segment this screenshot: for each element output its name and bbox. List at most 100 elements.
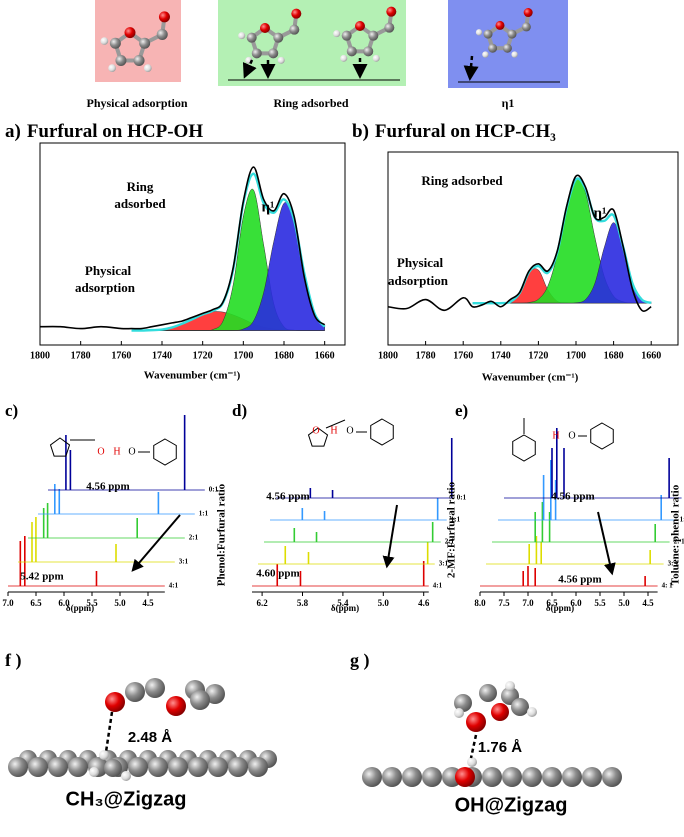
x-tick-label: 8.0 bbox=[474, 598, 486, 608]
atom bbox=[527, 707, 537, 717]
atom bbox=[483, 29, 493, 39]
annotation: adsorption bbox=[75, 280, 136, 295]
atom-label: H bbox=[552, 430, 559, 441]
x-tick-label: 4.5 bbox=[642, 598, 654, 608]
atom bbox=[121, 771, 131, 781]
x-tick-label: 7.0 bbox=[2, 598, 14, 608]
atom bbox=[384, 22, 395, 33]
panel-label: d) bbox=[232, 401, 247, 420]
row-label: 2:1 bbox=[445, 538, 455, 546]
atom bbox=[422, 767, 442, 787]
row-label: 4: 1 bbox=[662, 582, 674, 590]
chart-title: b) Furfural on HCP-CH₃ bbox=[352, 121, 556, 142]
atom bbox=[482, 51, 489, 58]
atom bbox=[355, 21, 365, 31]
atom bbox=[402, 767, 422, 787]
atom bbox=[133, 54, 145, 66]
atom bbox=[291, 8, 302, 19]
bond-line bbox=[242, 59, 257, 79]
atom bbox=[523, 8, 533, 18]
atom bbox=[105, 692, 125, 712]
x-tick-label: 5.5 bbox=[594, 598, 606, 608]
bond-line bbox=[469, 734, 478, 759]
ring bbox=[512, 434, 536, 462]
atom bbox=[205, 684, 225, 704]
atom bbox=[89, 767, 99, 777]
annotation: 4.56 ppm bbox=[266, 491, 309, 503]
atom bbox=[522, 767, 542, 787]
atom bbox=[99, 750, 109, 760]
atom bbox=[48, 757, 68, 777]
x-axis-title: Wavenumber (cm⁻¹) bbox=[144, 370, 241, 382]
atom bbox=[109, 37, 121, 49]
atom bbox=[8, 757, 28, 777]
ring bbox=[49, 437, 71, 457]
atom bbox=[148, 757, 168, 777]
atom-label: O bbox=[97, 446, 104, 457]
x-tick-label: 1660 bbox=[641, 350, 661, 361]
annotation: adsorbed bbox=[114, 196, 166, 211]
ring bbox=[153, 438, 177, 466]
x-tick-label: 1680 bbox=[604, 350, 624, 361]
distance-label: 1.76 Å bbox=[478, 739, 522, 756]
atom bbox=[268, 48, 279, 59]
atom bbox=[238, 32, 246, 40]
x-tick-label: 5.0 bbox=[114, 598, 126, 608]
atom bbox=[502, 43, 512, 53]
atom bbox=[382, 767, 402, 787]
atom bbox=[602, 767, 622, 787]
x-axis-title: Wavenumber (cm⁻¹) bbox=[482, 372, 579, 384]
panel-label: a) bbox=[5, 121, 21, 142]
row-label: 4:1 bbox=[433, 582, 443, 590]
atom bbox=[68, 757, 88, 777]
x-tick-label: 6.0 bbox=[58, 598, 70, 608]
atom bbox=[246, 32, 257, 43]
atom bbox=[104, 759, 122, 777]
annotation: 5.42 ppm bbox=[20, 571, 63, 583]
x-axis-title: δ(ppm) bbox=[66, 603, 94, 613]
atom bbox=[125, 682, 145, 702]
x-tick-label: 1800 bbox=[30, 350, 50, 361]
x-tick-label: 7.5 bbox=[498, 598, 510, 608]
x-axis-title: δ(ppm) bbox=[331, 603, 359, 613]
atom bbox=[542, 767, 562, 787]
atom bbox=[144, 64, 152, 73]
title-text: Furfural on HCP-CH₃ bbox=[375, 121, 556, 142]
x-tick-label: 1780 bbox=[416, 350, 436, 361]
x-tick-label: 6.0 bbox=[570, 598, 582, 608]
row-label: 1: 1 bbox=[680, 516, 684, 524]
atom bbox=[479, 684, 497, 702]
atom bbox=[363, 46, 374, 57]
row-label: 1:1 bbox=[199, 510, 209, 518]
x-tick-label: 6.2 bbox=[256, 598, 268, 608]
atom bbox=[346, 46, 357, 57]
atom bbox=[507, 29, 517, 39]
atom bbox=[289, 24, 300, 35]
atom bbox=[228, 757, 248, 777]
bond bbox=[325, 419, 346, 429]
atom bbox=[248, 757, 268, 777]
atom bbox=[475, 29, 483, 36]
atom bbox=[190, 690, 210, 710]
atom bbox=[511, 698, 529, 716]
arrow bbox=[382, 504, 398, 569]
atom bbox=[454, 694, 472, 712]
annotation: 4.56 ppm bbox=[86, 481, 129, 493]
x-tick-label: 4.6 bbox=[418, 598, 430, 608]
x-tick-label: 1700 bbox=[566, 350, 586, 361]
atom bbox=[188, 757, 208, 777]
x-tick-label: 1680 bbox=[274, 350, 294, 361]
distance-label: 2.48 Å bbox=[128, 729, 172, 746]
scheme-label: Physical adsorption bbox=[86, 96, 187, 110]
atom bbox=[333, 30, 341, 38]
atom bbox=[139, 37, 151, 49]
atom bbox=[491, 703, 509, 721]
atom bbox=[482, 767, 502, 787]
x-tick-label: 1720 bbox=[193, 350, 213, 361]
atom bbox=[386, 6, 397, 17]
atom bbox=[273, 32, 284, 43]
atom bbox=[341, 30, 352, 41]
atom bbox=[455, 767, 475, 787]
row-label: 2:1 bbox=[189, 534, 199, 542]
annotation: Ring adsorbed bbox=[421, 173, 503, 188]
